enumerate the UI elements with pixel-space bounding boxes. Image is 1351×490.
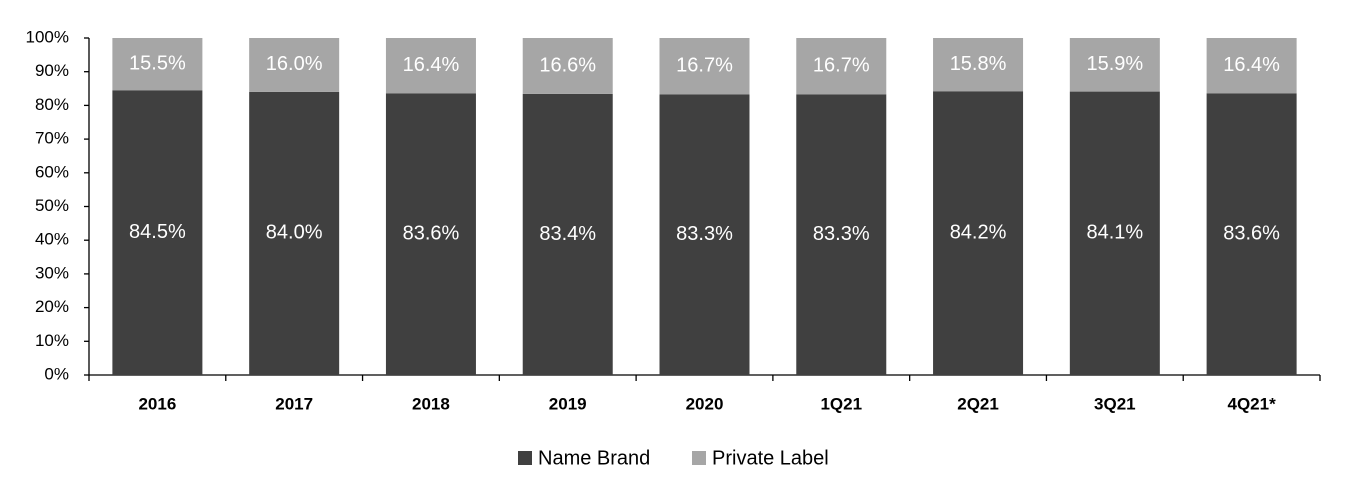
x-tick-label: 2019 xyxy=(549,394,587,413)
y-tick-label: 30% xyxy=(35,263,69,282)
data-label: 16.4% xyxy=(403,54,460,76)
bar-segment xyxy=(1069,91,1160,375)
y-tick-label: 90% xyxy=(35,61,69,80)
legend-label: Name Brand xyxy=(538,447,650,469)
bar-segment xyxy=(112,90,203,376)
x-tick-label: 2020 xyxy=(686,394,724,413)
y-tick-label: 0% xyxy=(44,364,69,383)
legend-swatch xyxy=(518,451,532,465)
bar-segment xyxy=(249,91,340,376)
x-tick-label: 4Q21* xyxy=(1228,394,1277,413)
bar-segment xyxy=(796,38,887,95)
y-tick-label: 10% xyxy=(35,331,69,350)
bar-segment xyxy=(522,38,613,94)
data-label: 15.8% xyxy=(950,53,1007,75)
bar-segment xyxy=(1206,93,1297,375)
x-tick-label: 2018 xyxy=(412,394,450,413)
data-label: 16.6% xyxy=(539,54,596,76)
y-tick-label: 100% xyxy=(26,27,69,46)
x-tick-label: 2Q21 xyxy=(957,394,999,413)
y-tick-label: 60% xyxy=(35,162,69,181)
bar-segment xyxy=(1069,38,1160,92)
data-label: 16.7% xyxy=(676,54,733,76)
data-label: 84.2% xyxy=(950,221,1007,243)
data-label: 84.1% xyxy=(1086,222,1143,244)
bar-segment xyxy=(385,38,476,94)
data-label: 15.9% xyxy=(1086,53,1143,75)
data-label: 83.6% xyxy=(1223,222,1280,244)
y-tick-label: 50% xyxy=(35,196,69,215)
bar-segment xyxy=(796,94,887,376)
y-tick-label: 80% xyxy=(35,95,69,114)
x-tick-label: 3Q21 xyxy=(1094,394,1136,413)
x-tick-label: 2017 xyxy=(275,394,313,413)
bar-segment xyxy=(933,38,1024,92)
legend-label: Private Label xyxy=(712,447,829,469)
y-tick-label: 40% xyxy=(35,230,69,249)
bar-segment xyxy=(249,38,340,92)
data-label: 16.4% xyxy=(1223,54,1280,76)
bar-segment xyxy=(933,91,1024,375)
data-label: 16.7% xyxy=(813,54,870,76)
x-tick-label: 1Q21 xyxy=(820,394,862,413)
data-label: 84.5% xyxy=(129,221,186,243)
bar-segment xyxy=(1206,38,1297,94)
data-label: 15.5% xyxy=(129,52,186,74)
data-label: 83.3% xyxy=(676,223,733,245)
bar-segment xyxy=(522,93,613,375)
bar-segment xyxy=(112,38,203,91)
y-tick-label: 70% xyxy=(35,129,69,148)
bar-segment xyxy=(659,94,750,376)
y-tick-label: 20% xyxy=(35,297,69,316)
bar-segment xyxy=(659,38,750,95)
bar-segment xyxy=(385,93,476,375)
data-label: 84.0% xyxy=(266,222,323,244)
legend-swatch xyxy=(692,451,706,465)
data-label: 83.4% xyxy=(539,223,596,245)
x-tick-label: 2016 xyxy=(138,394,176,413)
data-label: 83.3% xyxy=(813,223,870,245)
data-label: 83.6% xyxy=(403,222,460,244)
data-label: 16.0% xyxy=(266,53,323,75)
